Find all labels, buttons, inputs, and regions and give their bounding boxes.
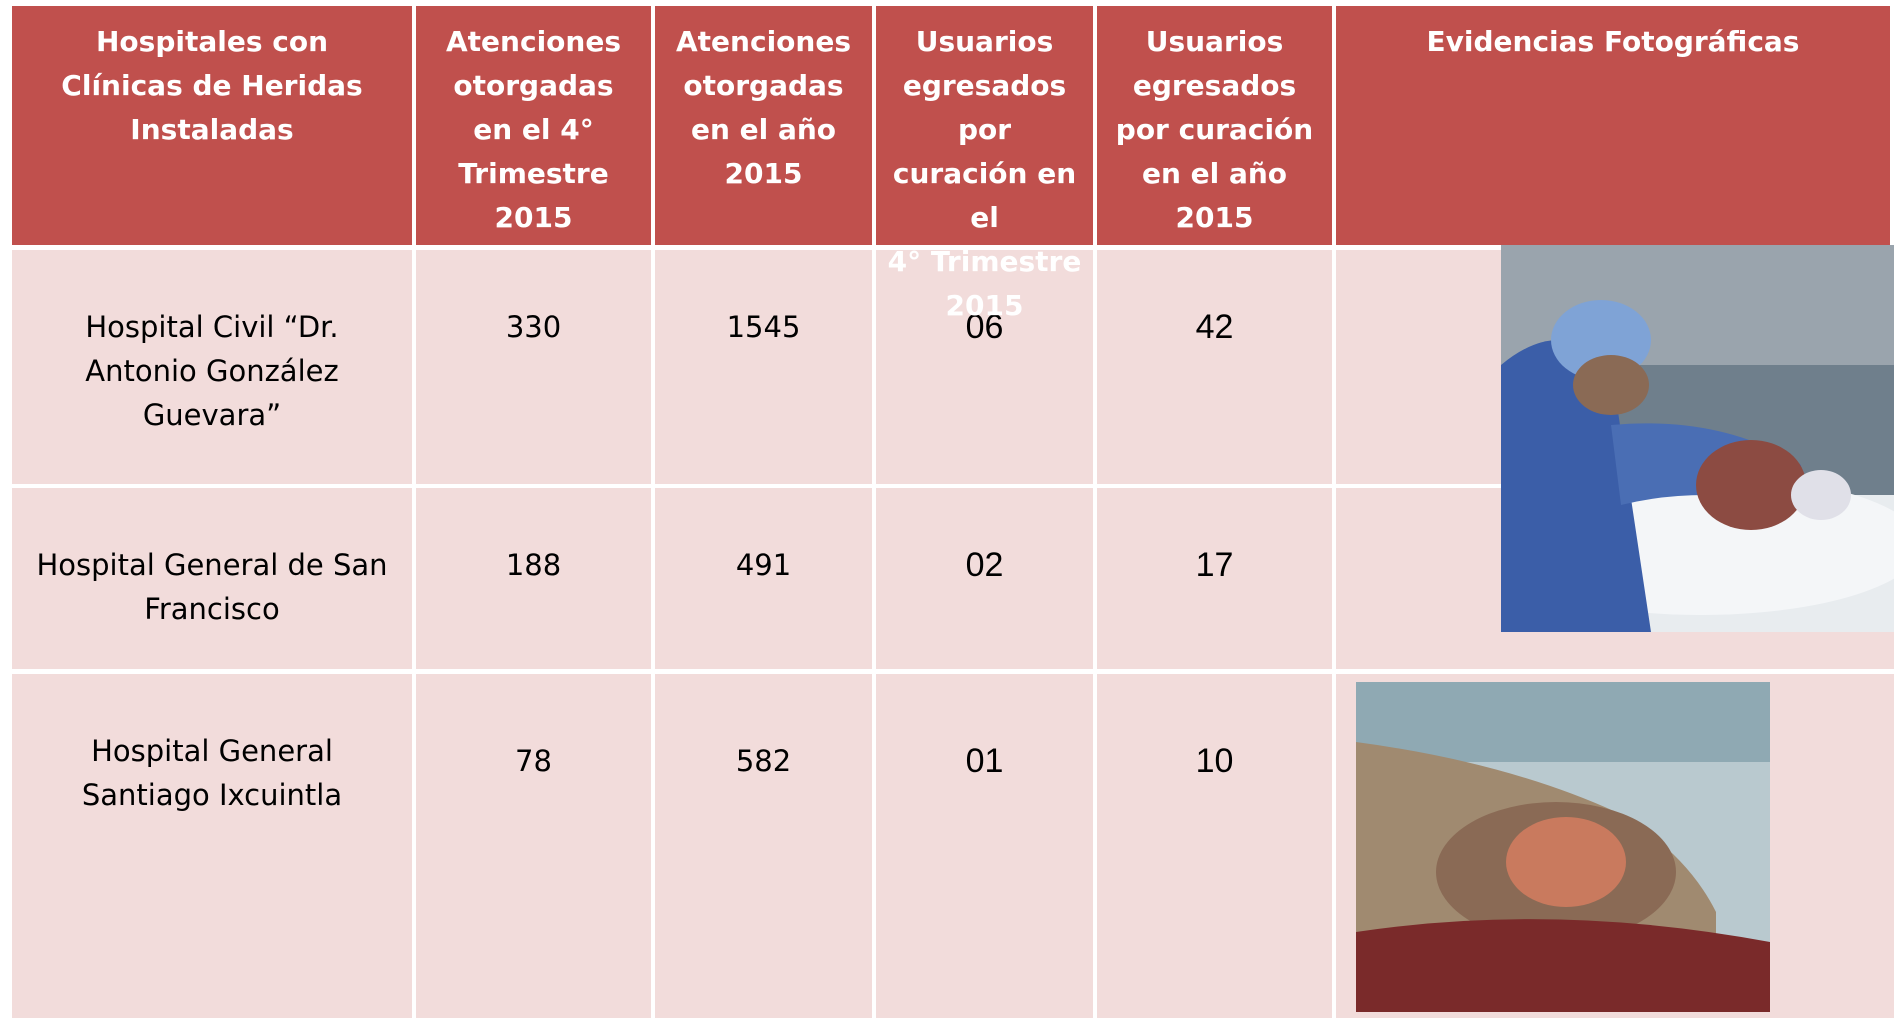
header-text: en el año: [691, 108, 836, 152]
header-text: Hospitales con: [96, 20, 328, 64]
cell-value: 17: [1196, 543, 1234, 587]
cell-value: 02: [966, 543, 1004, 587]
body-cell: 17: [1097, 488, 1332, 669]
header-text: en el 4°: [473, 108, 594, 152]
header-text: Usuarios: [1146, 20, 1284, 64]
hospital-name: Antonio González: [85, 349, 338, 393]
header-text: Trimestre: [458, 152, 608, 196]
hospital-name: Hospital Civil “Dr.: [85, 305, 338, 349]
body-cell: 42: [1097, 250, 1332, 484]
header-text: otorgadas: [683, 64, 843, 108]
cell-value: 188: [506, 543, 561, 587]
body-cell: 01: [876, 674, 1093, 1018]
photo-foot-ulcer: [1356, 682, 1770, 1012]
header-text: Clínicas de Heridas: [61, 64, 362, 108]
photo-wound-care: [1501, 245, 1894, 632]
hospital-name: Hospital General de San: [36, 543, 387, 587]
cell-value: 582: [736, 739, 791, 783]
body-cell: 10: [1097, 674, 1332, 1018]
header-text: Usuarios: [916, 20, 1054, 64]
page: 10 01 582 78 Hospital GeneralSantiago Ixcuin…: [0, 0, 1894, 1020]
hospital-name: Francisco: [144, 587, 279, 631]
header-text: en el año: [1142, 152, 1287, 196]
header-text: 2015: [1176, 196, 1254, 240]
body-cell: 02: [876, 488, 1093, 669]
header-text: Evidencias Fotográficas: [1427, 20, 1800, 64]
body-cell: 188: [416, 488, 651, 669]
header-text: 2015: [725, 152, 803, 196]
header-text: Atenciones: [446, 20, 621, 64]
cell-value: 491: [736, 543, 791, 587]
hospital-name: Guevara”: [143, 393, 281, 437]
header-text: 2015: [495, 196, 573, 240]
body-cell: 1545: [655, 250, 872, 484]
header-text: curación en el: [876, 152, 1093, 240]
header-text: por curación: [1116, 108, 1313, 152]
body-cell: 330: [416, 250, 651, 484]
body-cell: 582: [655, 674, 872, 1018]
header-cell: Evidencias Fotográficas: [1336, 6, 1890, 245]
header-text: egresados por: [876, 64, 1093, 152]
cell-value: 10: [1196, 739, 1234, 783]
body-cell: 491: [655, 488, 872, 669]
cell-value: 330: [506, 305, 561, 349]
body-cell: 78: [416, 674, 651, 1018]
photo-image: [1356, 682, 1770, 1012]
cell-value: 01: [966, 739, 1004, 783]
hospital-name: Santiago Ixcuintla: [82, 773, 342, 817]
cell-value: 78: [515, 739, 552, 783]
header-text: otorgadas: [453, 64, 613, 108]
header-text: Atenciones: [676, 20, 851, 64]
hospital-name: Hospital General: [91, 729, 333, 773]
header-text: Instaladas: [130, 108, 293, 152]
header-text: 4° Trimestre: [888, 240, 1082, 284]
cell-value: 1545: [727, 305, 801, 349]
header-text: egresados: [1133, 64, 1296, 108]
header-text: 2015: [946, 284, 1024, 328]
photo-image: [1501, 245, 1894, 632]
cell-value: 42: [1196, 305, 1234, 349]
